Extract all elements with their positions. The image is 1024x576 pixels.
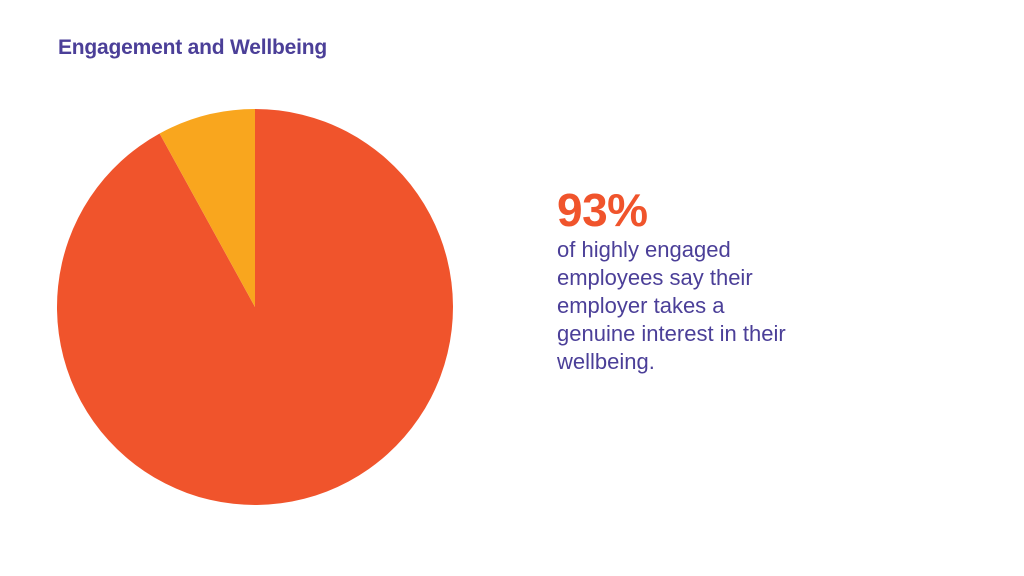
pie-slice-2 [159, 109, 255, 307]
pie-slice-1 [56, 109, 453, 505]
stat-value: 93% [557, 184, 648, 236]
stat-callout: 93% of highly engaged employees say thei… [557, 184, 857, 376]
chart-title: Engagement and Wellbeing [58, 36, 328, 59]
stat-caption: of highly engaged employees say their em… [557, 237, 786, 374]
